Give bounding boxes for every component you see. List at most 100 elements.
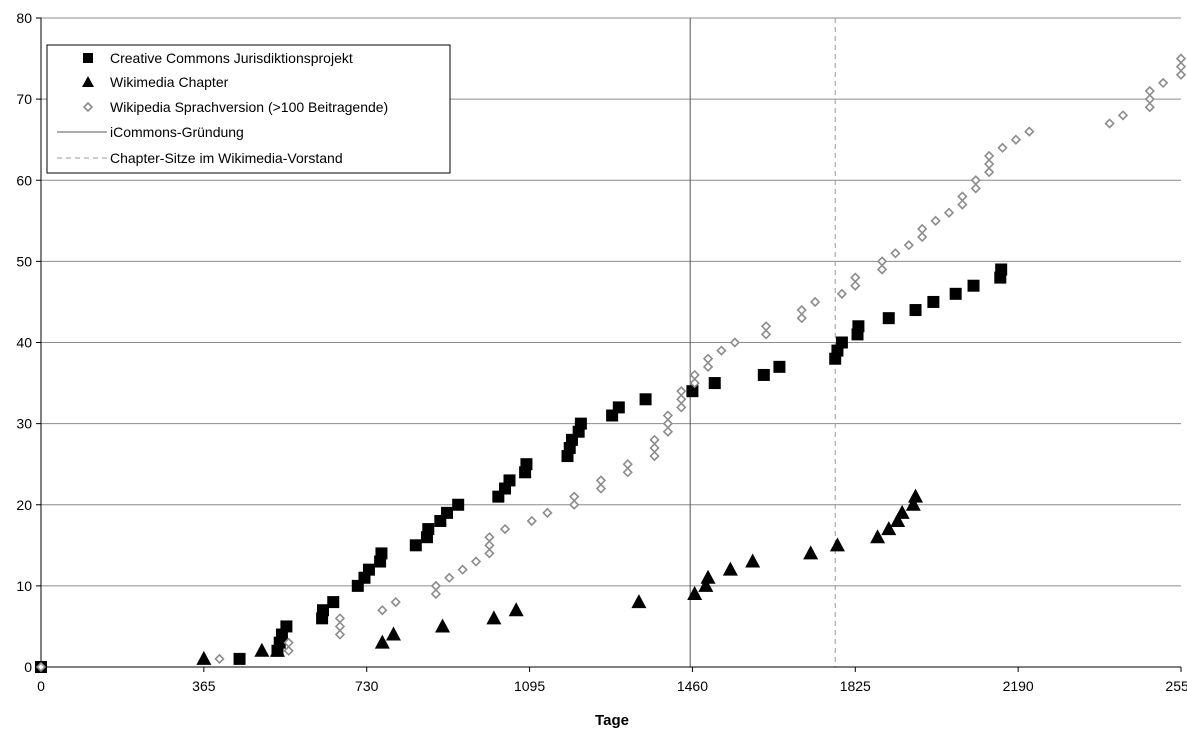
wm-point xyxy=(486,610,502,625)
wm-point xyxy=(722,561,738,576)
wp-point xyxy=(729,337,740,348)
reference-lines xyxy=(689,18,836,667)
legend-square-marker xyxy=(83,53,93,63)
cc-point xyxy=(362,563,375,576)
legend-label-wm: Wikimedia Chapter xyxy=(110,74,229,90)
wp-point xyxy=(876,264,888,275)
wp-point xyxy=(214,653,225,665)
cc-point xyxy=(909,304,922,317)
wp-point xyxy=(622,467,633,478)
legend-item-wp: Wikipedia Sprachversion (>100 Beitragend… xyxy=(82,99,388,115)
wp-point xyxy=(470,556,482,567)
wm-point xyxy=(269,642,285,657)
wp-point xyxy=(689,377,700,389)
cc-point xyxy=(967,279,980,292)
y-tick-label: 50 xyxy=(16,253,32,269)
wp-point xyxy=(283,637,294,648)
wp-point xyxy=(676,402,687,413)
cc-point xyxy=(708,377,721,390)
wp-point xyxy=(1175,53,1187,64)
wm-point xyxy=(829,537,845,552)
wp-point xyxy=(809,296,821,308)
cc-point xyxy=(927,295,940,308)
wm-point xyxy=(374,634,390,649)
wp-point xyxy=(970,175,981,186)
wp-point xyxy=(649,450,660,462)
cc-point xyxy=(316,604,329,617)
wp-point xyxy=(1158,77,1169,89)
x-tick-label: 2555 xyxy=(1165,678,1187,694)
wp-point xyxy=(760,329,772,340)
cc-point xyxy=(574,417,587,430)
wp-point xyxy=(970,183,981,194)
wp-point xyxy=(622,459,633,470)
wp-point xyxy=(689,369,700,381)
legend-label-icommons: iCommons-Gründung xyxy=(110,124,244,140)
wm-point xyxy=(905,496,921,511)
wp-point xyxy=(984,158,995,170)
wp-point xyxy=(526,515,537,527)
data-points xyxy=(35,53,1187,673)
wm-point xyxy=(698,577,714,592)
wp-point xyxy=(1144,102,1155,113)
legend-label-wp: Wikipedia Sprachversion (>100 Beitragend… xyxy=(110,99,388,115)
wp-point xyxy=(662,418,674,429)
y-tick-label: 20 xyxy=(16,497,32,513)
wp-point xyxy=(1117,110,1129,121)
wp-point xyxy=(1175,61,1187,72)
wp-point xyxy=(430,580,442,592)
wp-point xyxy=(649,434,660,445)
y-tick-label: 0 xyxy=(24,659,32,675)
cc-point xyxy=(686,385,699,398)
legend-triangle-marker xyxy=(82,76,94,87)
cc-point xyxy=(452,498,465,511)
wp-point xyxy=(595,483,607,494)
cc-point xyxy=(773,360,786,373)
wp-point xyxy=(702,353,714,364)
cc-point xyxy=(835,336,848,349)
wp-point xyxy=(702,361,714,372)
wm-point xyxy=(870,529,886,544)
wp-point xyxy=(484,532,495,543)
wm-point xyxy=(894,504,910,519)
cc-point xyxy=(375,547,388,560)
wp-point xyxy=(499,523,511,535)
y-tick-label: 30 xyxy=(16,416,32,432)
wp-point xyxy=(930,215,941,226)
wm-point xyxy=(687,585,703,600)
wp-point xyxy=(943,207,955,218)
y-tick-label: 60 xyxy=(16,172,32,188)
cc-point xyxy=(949,287,962,300)
wp-point xyxy=(903,240,914,251)
wm-point xyxy=(385,626,401,641)
y-axis-ticks: 0 10 20 30 40 50 60 70 80 xyxy=(16,10,41,675)
wm-point xyxy=(908,488,924,503)
wm-point xyxy=(803,545,819,560)
wp-point xyxy=(334,613,346,624)
x-tick-label: 365 xyxy=(192,678,216,694)
y-tick-label: 70 xyxy=(16,91,32,107)
wm-point xyxy=(631,594,647,609)
x-axis-label: Tage xyxy=(595,712,629,729)
wp-point xyxy=(662,410,674,421)
y-tick-label: 40 xyxy=(16,335,32,351)
legend: Creative Commons Jurisdiktionsprojekt Wi… xyxy=(46,44,451,174)
x-axis-ticks: 0 365 730 1095 1460 1825 2190 2555 xyxy=(37,667,1187,694)
wp-point xyxy=(484,548,495,559)
wp-point xyxy=(649,442,660,454)
cc-point xyxy=(409,539,422,552)
cc-point xyxy=(280,620,293,633)
wm-point xyxy=(881,521,897,536)
legend-item-chapter: Chapter-Sitze im Wikimedia-Vorstand xyxy=(57,150,343,166)
wm-point xyxy=(890,512,906,527)
legend-item-cc: Creative Commons Jurisdiktionsprojekt xyxy=(83,50,353,66)
legend-label-chapter: Chapter-Sitze im Wikimedia-Vorstand xyxy=(110,150,343,166)
wp-point xyxy=(444,572,455,583)
wp-point xyxy=(917,223,928,235)
wp-point xyxy=(676,394,687,405)
wp-point xyxy=(1175,69,1187,80)
x-tick-label: 730 xyxy=(355,678,379,694)
wp-point xyxy=(334,621,346,632)
cc-point xyxy=(757,368,770,381)
cc-point xyxy=(422,523,435,536)
